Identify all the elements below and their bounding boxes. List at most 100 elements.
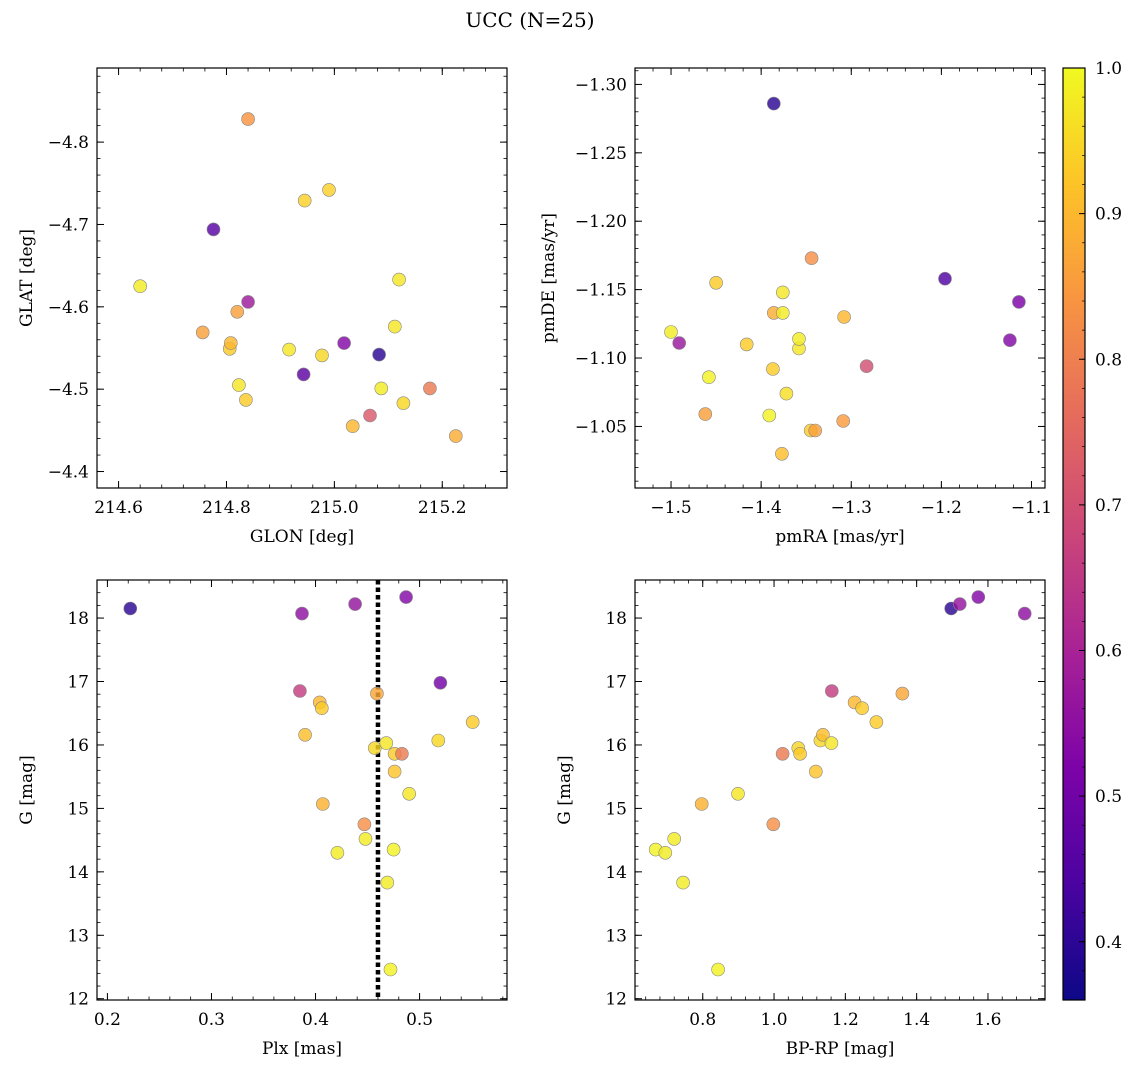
y-tick-label: 15: [67, 799, 89, 819]
data-point: [241, 295, 255, 309]
data-point: [448, 429, 463, 443]
x-tick-label: 0.4: [302, 1010, 329, 1030]
data-point: [358, 832, 373, 846]
data-point: [775, 306, 790, 320]
data-point: [895, 686, 910, 701]
x-tick-label: 0.8: [689, 1010, 716, 1030]
data-point: [952, 597, 967, 611]
data-point: [402, 786, 417, 801]
x-tick-label: 214.8: [202, 498, 251, 518]
panel-3: 0.2 0.3 0.4 0.5 12 13 14 15 16 17 18 Plx [mas] G [ma…: [17, 579, 508, 1059]
data-point: [465, 715, 480, 729]
colorbar-tick-label: 0.5: [1095, 787, 1122, 807]
colorbar-tick-label: 0.9: [1095, 205, 1122, 225]
data-point: [702, 370, 716, 385]
data-point: [766, 96, 781, 111]
y-tick-label: 16: [67, 736, 89, 756]
axes-frame: [96, 579, 508, 1001]
data-point: [423, 381, 437, 396]
panel-2: −1.5 −1.4 −1.3 −1.2 −1.1 −1.05 −1.10 −1.15 −1.20…: [539, 67, 1052, 547]
data-point: [804, 251, 819, 266]
data-point: [330, 845, 345, 860]
y-tick-label: −4.4: [48, 463, 89, 483]
data-point: [297, 193, 312, 208]
axes-frame: [96, 67, 508, 489]
y-tick-label: 17: [67, 673, 89, 693]
data-point: [698, 407, 713, 421]
y-tick-label: 13: [67, 926, 89, 946]
data-point: [387, 319, 402, 334]
y-tick-label: 14: [605, 863, 627, 883]
data-point: [315, 797, 330, 811]
data-point: [676, 875, 690, 890]
data-point: [667, 832, 682, 846]
x-tick-label: −1.3: [831, 498, 872, 518]
y-axis-label: pmDE [mas/yr]: [539, 213, 559, 343]
data-point: [367, 741, 382, 755]
data-point: [664, 325, 678, 339]
colorbar-tick-label: 0.4: [1095, 933, 1122, 953]
colorbar-tick-label: 1.0: [1095, 59, 1122, 79]
data-point: [793, 746, 807, 761]
colorbar-tick-label: 0.7: [1095, 496, 1122, 516]
data-point: [766, 817, 781, 832]
data-point: [133, 279, 147, 294]
data-point: [433, 675, 448, 690]
data-point: [395, 746, 409, 761]
data-point: [380, 875, 395, 890]
y-tick-label: −4.7: [48, 215, 89, 235]
x-tick-label: 1.4: [903, 1010, 930, 1030]
x-tick-label: 0.5: [406, 1010, 433, 1030]
axes-frame: [634, 579, 1046, 1001]
data-point: [315, 348, 329, 363]
data-point: [855, 701, 869, 716]
data-point: [711, 962, 725, 977]
colorbar-tick-label: 0.6: [1095, 642, 1122, 662]
data-point: [672, 336, 687, 350]
data-point: [295, 606, 309, 621]
x-tick-label: 0.3: [198, 1010, 225, 1030]
data-point: [372, 347, 386, 362]
x-tick-label: −1.2: [921, 498, 962, 518]
data-point: [739, 337, 754, 352]
y-tick-label: −1.05: [575, 417, 627, 437]
data-point: [370, 686, 384, 701]
data-point: [399, 590, 413, 604]
data-point: [232, 378, 246, 392]
data-point: [837, 310, 851, 324]
y-tick-label: −1.15: [575, 281, 627, 301]
data-point: [387, 764, 402, 779]
data-point: [357, 817, 372, 832]
data-point: [816, 727, 830, 742]
y-tick-label: −1.20: [575, 212, 627, 232]
x-tick-label: 1.2: [832, 1010, 859, 1030]
y-tick-label: −4.8: [48, 133, 89, 153]
data-point: [123, 601, 138, 616]
y-tick-label: 12: [67, 990, 89, 1010]
x-tick-label: −1.4: [741, 498, 782, 518]
x-axis-label: Plx [mas]: [262, 1039, 342, 1059]
y-tick-label: 16: [605, 736, 627, 756]
y-tick-label: −1.30: [575, 75, 627, 95]
data-point: [694, 797, 709, 811]
x-axis-label: pmRA [mas/yr]: [775, 527, 904, 547]
data-point: [709, 275, 723, 290]
data-point: [775, 446, 789, 461]
data-point: [241, 112, 255, 126]
data-point: [824, 684, 839, 698]
data-point: [296, 367, 311, 382]
x-tick-label: 0.2: [94, 1010, 121, 1030]
data-point: [396, 396, 411, 411]
data-point: [775, 285, 790, 300]
data-point: [1003, 333, 1017, 348]
data-point: [195, 325, 210, 340]
data-point: [792, 332, 806, 346]
data-point: [293, 684, 307, 698]
data-point: [282, 342, 296, 357]
data-point: [779, 386, 794, 401]
y-axis-label: GLAT [deg]: [17, 229, 37, 327]
data-point: [766, 362, 780, 376]
data-point: [859, 359, 874, 374]
data-point: [431, 733, 446, 748]
